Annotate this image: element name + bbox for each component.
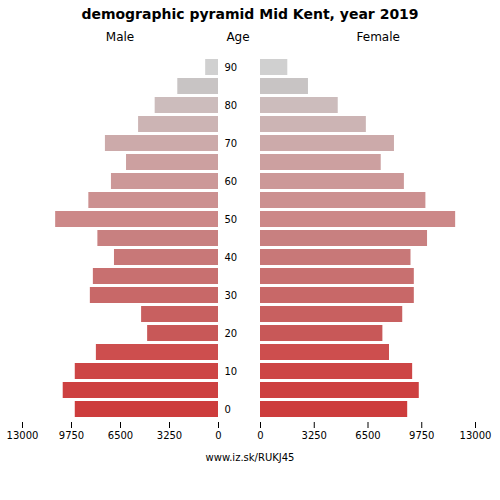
svg-text:70: 70 xyxy=(225,138,238,149)
svg-text:0: 0 xyxy=(215,430,221,441)
svg-text:40: 40 xyxy=(225,252,238,263)
svg-text:3250: 3250 xyxy=(157,430,182,441)
svg-text:20: 20 xyxy=(225,328,238,339)
svg-text:0: 0 xyxy=(225,404,231,415)
svg-text:50: 50 xyxy=(225,214,238,225)
svg-text:9750: 9750 xyxy=(59,430,84,441)
html-text:Age: Age xyxy=(226,30,250,44)
svg-text:6500: 6500 xyxy=(108,430,133,441)
svg-text:80: 80 xyxy=(225,100,238,111)
svg-text:90: 90 xyxy=(225,62,238,73)
html-text:Female: Female xyxy=(356,30,400,44)
html-text:Male: Male xyxy=(105,30,135,44)
html-text:www.iz.sk/RUKJ45: www.iz.sk/RUKJ45 xyxy=(205,452,295,463)
svg-text:10: 10 xyxy=(225,366,238,377)
svg-text:3250: 3250 xyxy=(302,430,327,441)
svg-text:60: 60 xyxy=(225,176,238,187)
svg-text:6500: 6500 xyxy=(355,430,380,441)
svg-text:0: 0 xyxy=(257,430,263,441)
svg-text:13000: 13000 xyxy=(460,430,492,441)
svg-text:9750: 9750 xyxy=(409,430,434,441)
svg-text:13000: 13000 xyxy=(7,430,39,441)
svg-text:30: 30 xyxy=(225,290,238,301)
html-text:demographic pyramid Mid Kent,: demographic pyramid Mid Kent, year 2019 xyxy=(81,6,419,22)
